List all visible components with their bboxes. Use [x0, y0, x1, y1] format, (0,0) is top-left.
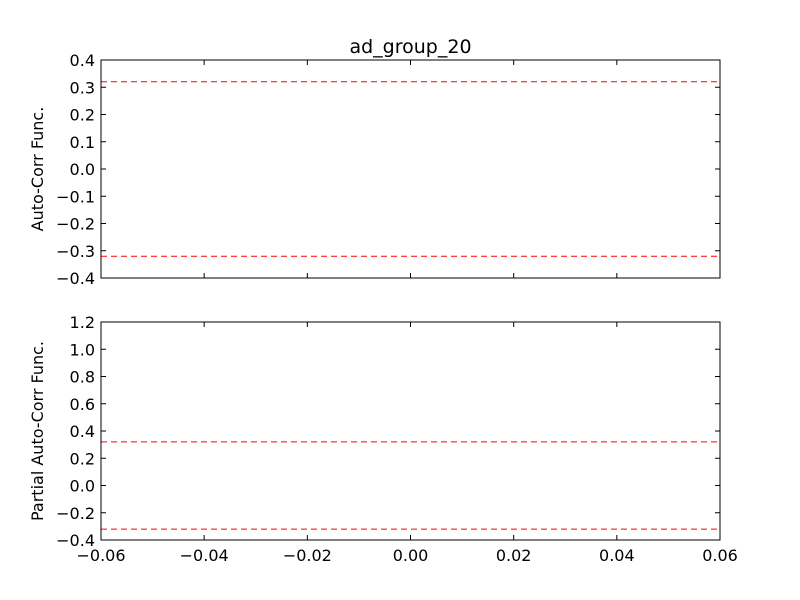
y-tick-label: 0.3 — [70, 78, 95, 97]
pacf-x-ticks: −0.06 −0.04 −0.02 0.00 0.02 0.04 0.06 — [76, 322, 738, 565]
x-tick-label: 0.02 — [496, 546, 532, 565]
x-tick-label: 0.00 — [393, 546, 429, 565]
acf-y-ticks: 0.4 0.3 0.2 0.1 0.0 −0.1 −0.2 −0.3 −0.4 — [56, 51, 720, 288]
y-tick-label: 0.4 — [70, 422, 95, 441]
y-tick-label: −0.2 — [56, 504, 95, 523]
y-tick-label: 0.6 — [70, 395, 95, 414]
acf-panel: ad_group_20 Auto-Corr Func. 0.4 0.3 0.2 0.1… — [28, 36, 721, 288]
pacf-y-ticks: 1.2 1.0 0.8 0.6 0.4 0.2 0.0 −0.2 −0.4 — [56, 313, 720, 550]
y-tick-label: −0.4 — [56, 269, 95, 288]
acf-plot-frame — [100, 59, 721, 279]
y-tick-label: 0.0 — [70, 477, 95, 496]
y-tick-label: 0.1 — [70, 133, 95, 152]
pacf-panel: Partial Auto-Corr Func. 1.2 1.0 0.8 0.6 0.4 0… — [28, 313, 738, 565]
y-tick-label: 0.2 — [70, 449, 95, 468]
y-tick-label: −0.4 — [56, 531, 95, 550]
pacf-reference-lines — [101, 441, 720, 530]
x-tick-label: 0.06 — [702, 546, 738, 565]
pacf-plot-frame — [100, 321, 721, 541]
acf-y-axis-label: Auto-Corr Func. — [28, 107, 47, 232]
x-tick-label: −0.02 — [283, 546, 332, 565]
y-tick-label: 0.4 — [70, 51, 95, 70]
y-tick-label: 0.2 — [70, 106, 95, 125]
y-tick-label: 1.2 — [70, 313, 95, 332]
y-tick-label: −0.2 — [56, 215, 95, 234]
x-tick-label: 0.04 — [599, 546, 635, 565]
y-tick-label: 0.0 — [70, 160, 95, 179]
pacf-y-axis-label: Partial Auto-Corr Func. — [28, 341, 47, 521]
acf-x-ticks — [100, 60, 721, 278]
x-tick-label: −0.04 — [180, 546, 229, 565]
y-tick-label: −0.3 — [56, 242, 95, 261]
y-tick-label: 0.8 — [70, 368, 95, 387]
y-tick-label: −0.1 — [56, 187, 95, 206]
x-tick-label: −0.06 — [76, 546, 125, 565]
acf-reference-lines — [101, 81, 720, 257]
chart-title: ad_group_20 — [349, 36, 471, 58]
y-tick-label: 1.0 — [70, 340, 95, 359]
